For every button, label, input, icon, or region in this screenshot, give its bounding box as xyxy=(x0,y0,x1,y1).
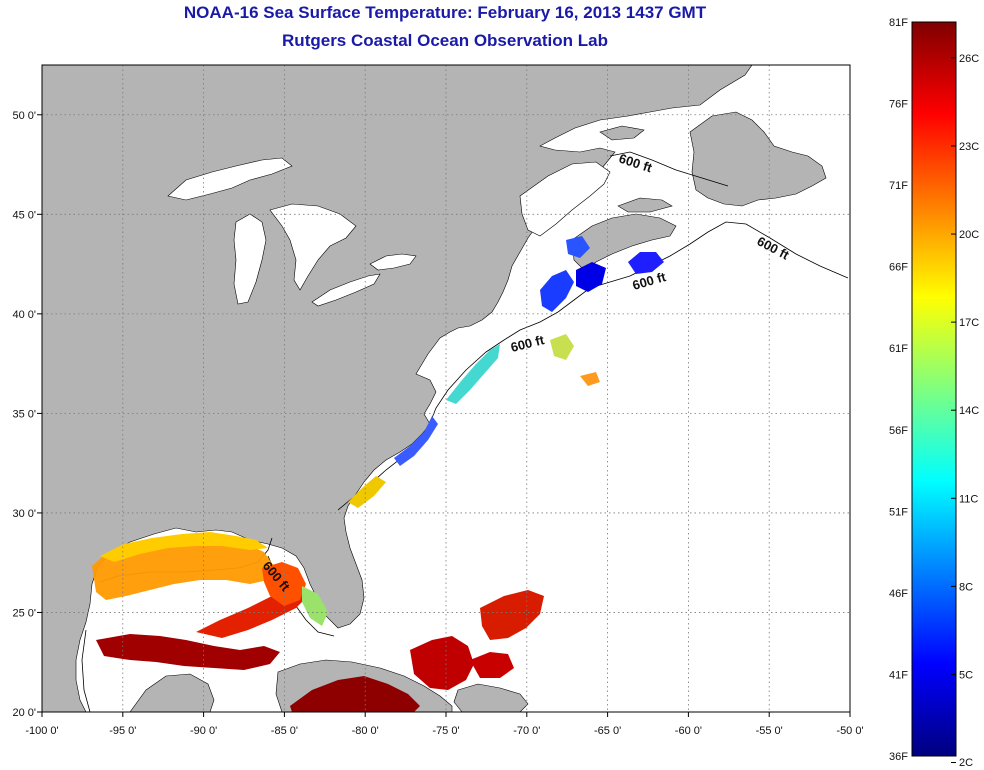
lon-tick-label: -90 0' xyxy=(190,725,217,737)
map-title: NOAA-16 Sea Surface Temperature: Februar… xyxy=(183,3,707,22)
colorbar-f-label: 81F xyxy=(889,17,908,29)
lon-tick-label: -75 0' xyxy=(432,725,459,737)
colorbar-f-label: 71F xyxy=(889,180,908,192)
colorbar-f-label: 56F xyxy=(889,425,908,437)
lat-tick-label: 20 0' xyxy=(12,707,36,719)
sst-carolina-yellow xyxy=(348,476,386,508)
lon-tick-label: -95 0' xyxy=(109,725,136,737)
colorbar-f-label: 46F xyxy=(889,588,908,600)
lon-tick-label: -50 0' xyxy=(836,725,863,737)
sst-sable xyxy=(628,252,664,274)
lake-erie xyxy=(311,273,381,307)
lat-tick-label: 25 0' xyxy=(12,607,36,619)
colorbar-celsius-labels: 26C 23C 20C 17C 14C 11C 8C 5C 2C xyxy=(951,53,979,769)
sst-wfs-green xyxy=(302,586,328,626)
lat-tick-label: 30 0' xyxy=(12,508,36,520)
sst-scotian-shelf xyxy=(576,262,606,292)
lat-tick-label: 40 0' xyxy=(12,309,36,321)
sst-carolina-blue xyxy=(394,416,438,466)
lake-huron xyxy=(269,203,357,291)
lon-tick-label: -65 0' xyxy=(594,725,621,737)
sst-gulfstream-edge xyxy=(550,334,574,360)
lon-tick-label: -80 0' xyxy=(352,725,379,737)
sst-bahamas xyxy=(410,636,474,690)
colorbar-c-label: 8C xyxy=(959,581,973,593)
lon-tick-label: -70 0' xyxy=(513,725,540,737)
sst-sargasso xyxy=(480,590,544,640)
colorbar-f-label: 41F xyxy=(889,669,908,681)
sst-gulfstream-edge2 xyxy=(580,372,600,386)
land-hispaniola xyxy=(453,683,529,712)
sst-gulf-south xyxy=(96,634,280,670)
sst-gulf-of-maine xyxy=(540,270,574,312)
colorbar-c-label: 20C xyxy=(959,229,979,241)
lat-tick-label: 45 0' xyxy=(12,209,36,221)
colorbar-c-label: 5C xyxy=(959,669,973,681)
colorbar-c-label: 26C xyxy=(959,53,979,65)
colorbar-f-label: 76F xyxy=(889,99,908,111)
colorbar-c-label: 2C xyxy=(959,757,973,769)
lon-tick-label: -55 0' xyxy=(756,725,783,737)
colorbar-f-label: 51F xyxy=(889,506,908,518)
lon-tick-label: -100 0' xyxy=(25,725,58,737)
land-yucatan xyxy=(129,673,215,712)
lat-tick-label: 35 0' xyxy=(12,408,36,420)
colorbar-c-label: 11C xyxy=(959,493,978,505)
lon-tick-label: -85 0' xyxy=(271,725,298,737)
sst-sargasso-2 xyxy=(470,652,514,678)
sst-fundy xyxy=(566,236,590,258)
lake-superior xyxy=(167,157,293,201)
colorbar-f-label: 66F xyxy=(889,262,908,274)
map-subtitle: Rutgers Coastal Ocean Observation Lab xyxy=(282,31,608,50)
sst-caribbean xyxy=(290,676,420,712)
colorbar xyxy=(911,21,957,757)
lake-michigan xyxy=(233,213,267,305)
lat-tick-label: 50 0' xyxy=(12,110,36,122)
land-anticosti xyxy=(599,125,645,141)
lon-tick-label: -60 0' xyxy=(675,725,702,737)
colorbar-c-label: 23C xyxy=(959,141,979,153)
sst-gulf-north-yellow xyxy=(100,532,268,562)
colorbar-fahrenheit-labels: 81F 76F 71F 66F 61F 56F 51F 46F 41F 36F xyxy=(889,17,908,763)
longitude-axis: -100 0' -95 0' -90 0' -85 0' -80 0' -75 0' -70… xyxy=(25,712,864,737)
sst-gulf-loop xyxy=(262,562,306,606)
colorbar-c-label: 17C xyxy=(959,317,979,329)
land-pei xyxy=(617,197,673,213)
st-lawrence-gulf xyxy=(519,161,611,237)
sst-overlay xyxy=(92,236,664,712)
sst-midatlantic xyxy=(446,344,500,404)
colorbar-f-label: 61F xyxy=(889,343,908,355)
colorbar-c-label: 14C xyxy=(959,405,979,417)
land-newfoundland xyxy=(689,111,827,207)
lake-ontario xyxy=(369,253,417,271)
colorbar-f-label: 36F xyxy=(889,751,908,763)
latitude-axis: 50 0' 45 0' 40 0' 35 0' 30 0' 25 0' 20 0' xyxy=(12,110,42,719)
